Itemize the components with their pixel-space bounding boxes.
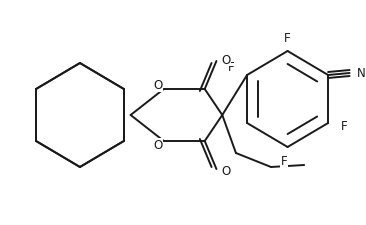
Text: O: O (153, 139, 163, 152)
Text: O: O (221, 53, 231, 66)
Text: N: N (357, 67, 366, 80)
Text: F: F (228, 61, 235, 74)
Text: O: O (221, 165, 231, 178)
Text: F: F (280, 155, 287, 168)
Text: F: F (340, 119, 347, 132)
Text: O: O (153, 79, 163, 92)
Text: F: F (284, 31, 291, 44)
